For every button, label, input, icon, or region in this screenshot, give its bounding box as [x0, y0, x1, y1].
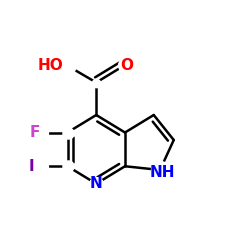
Text: O: O — [120, 58, 133, 72]
Text: N: N — [90, 176, 103, 191]
Text: F: F — [29, 125, 40, 140]
Text: HO: HO — [38, 58, 64, 72]
Text: I: I — [28, 159, 34, 174]
Text: NH: NH — [149, 165, 175, 180]
